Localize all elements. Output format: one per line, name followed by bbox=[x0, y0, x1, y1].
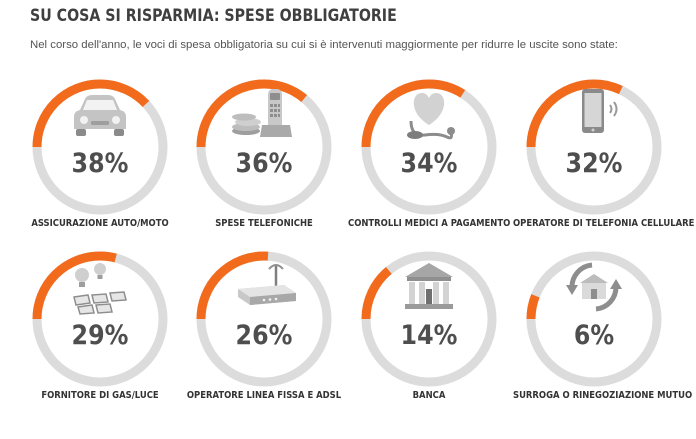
gauge-ring bbox=[526, 79, 662, 215]
gauge-percent: 26% bbox=[235, 320, 293, 351]
gauge-ring bbox=[32, 79, 168, 215]
gauge-label: CONTROLLI MEDICI A PAGAMENTO bbox=[348, 218, 511, 229]
smartphone-icon bbox=[554, 85, 634, 145]
gauge-label: SURROGA O RINEGOZIAZIONE MUTUO bbox=[513, 390, 693, 401]
gauge-card: 32% OPERATORE DI TELEFONIA CELLULARE bbox=[513, 77, 694, 267]
gauge-value-arc bbox=[32, 251, 168, 387]
gauge-card: 36% SPESE TELEFONICHE bbox=[194, 77, 334, 267]
gauge-card: 29% FORNITORE DI GAS/LUCE bbox=[30, 249, 170, 439]
gauge-ring bbox=[196, 251, 332, 387]
gauge-ring bbox=[361, 251, 497, 387]
gauge-value-arc bbox=[196, 251, 332, 387]
gauge-value-arc bbox=[32, 79, 168, 215]
house-refresh-icon bbox=[554, 257, 634, 317]
gauge-label: SPESE TELEFONICHE bbox=[215, 218, 313, 229]
gauge-percent: 38% bbox=[71, 148, 129, 179]
gauge-label: ASSICURAZIONE AUTO/MOTO bbox=[31, 218, 169, 229]
gauge-ring bbox=[32, 251, 168, 387]
gauge-card: 26% OPERATORE LINEA FISSA E ADSL bbox=[187, 249, 341, 439]
gauge-label: OPERATORE DI TELEFONIA CELLULARE bbox=[513, 218, 695, 229]
page-title: SU COSA SI RISPARMIA: SPESE OBBLIGATORIE bbox=[30, 6, 397, 25]
gauge-card: 34% CONTROLLI MEDICI A PAGAMENTO bbox=[348, 77, 510, 267]
car-icon bbox=[60, 85, 140, 145]
gauge-card: 38% ASSICURAZIONE AUTO/MOTO bbox=[30, 77, 170, 267]
gauge-value-arc bbox=[526, 251, 662, 387]
bulbs-solar-icon bbox=[60, 257, 140, 317]
router-icon bbox=[224, 257, 304, 317]
gauge-card: 6% SURROGA O RINEGOZIAZIONE MUTUO bbox=[513, 249, 692, 439]
gauge-percent: 32% bbox=[565, 148, 623, 179]
gauge-ring bbox=[196, 79, 332, 215]
gauge-value-arc bbox=[526, 79, 662, 215]
page-subtitle: Nel corso dell'anno, le voci di spesa ob… bbox=[30, 39, 618, 51]
gauge-ring bbox=[526, 251, 662, 387]
heart-stethoscope-icon bbox=[389, 85, 469, 145]
gauge-percent: 36% bbox=[235, 148, 293, 179]
gauge-card: 14% BANCA bbox=[359, 249, 499, 439]
gauge-percent: 14% bbox=[400, 320, 458, 351]
gauge-label: OPERATORE LINEA FISSA E ADSL bbox=[186, 390, 342, 401]
gauge-label: BANCA bbox=[412, 390, 446, 401]
bank-icon bbox=[389, 257, 469, 317]
gauge-ring bbox=[361, 79, 497, 215]
gauge-percent: 34% bbox=[400, 148, 458, 179]
gauge-label: FORNITORE DI GAS/LUCE bbox=[41, 390, 159, 401]
gauge-value-arc bbox=[361, 251, 497, 387]
gauge-value-arc bbox=[196, 79, 332, 215]
phone-coins-icon bbox=[224, 85, 304, 145]
gauge-percent: 29% bbox=[71, 320, 129, 351]
gauge-percent: 6% bbox=[573, 320, 615, 351]
gauge-value-arc bbox=[361, 79, 497, 215]
